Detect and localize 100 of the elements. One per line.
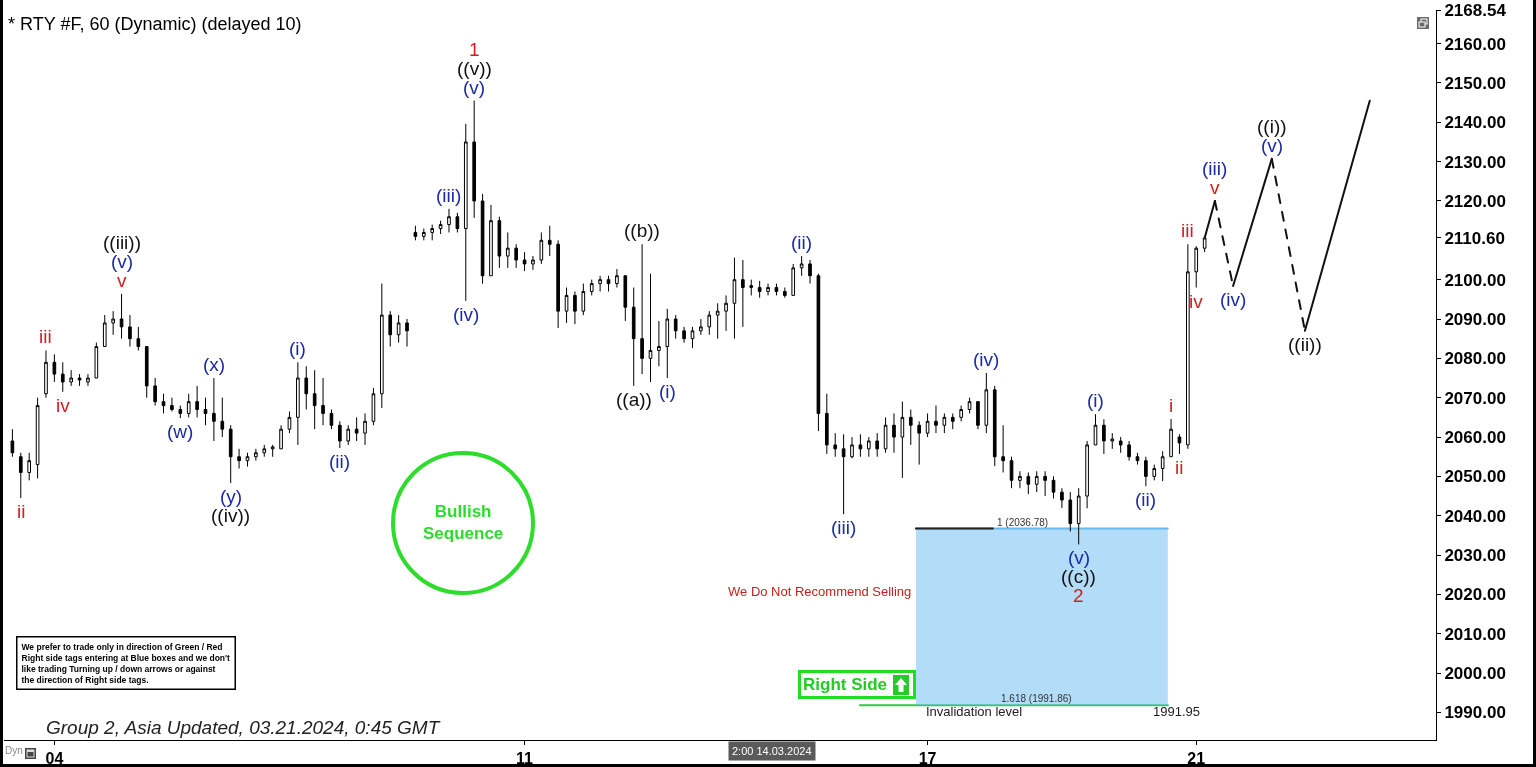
candlestick [648,273,653,383]
candlestick [237,448,241,470]
candlestick [657,320,661,367]
y-tick-label: 2020.00 [1444,585,1506,605]
candlestick [505,231,510,269]
candlestick [732,257,737,340]
y-tick-label: 2168.54 [1444,0,1507,20]
annotation: (x) [203,354,226,375]
annotation: iii [39,326,52,347]
candlestick [128,314,132,348]
candlestick [421,228,426,241]
y-tick-label: 2000.00 [1444,664,1506,684]
candlestick [144,346,149,399]
candlestick [136,326,141,351]
candlestick [783,287,787,299]
candlestick [430,224,435,241]
candlestick [44,349,48,399]
candlestick [799,255,804,277]
y-tick-label: 2160.00 [1444,34,1506,54]
candlestick [321,377,325,426]
candlestick [522,251,527,272]
candlestick [380,283,384,409]
candlestick [699,318,703,336]
candlestick [77,373,82,387]
candlestick [598,275,602,292]
candlestick [296,361,300,446]
candlestick [1001,424,1005,473]
candlestick [1177,433,1182,455]
candlestick [824,393,829,455]
candlestick [1202,237,1207,253]
candlestick [1018,470,1022,489]
candlestick [346,424,351,446]
candlestick [665,308,670,379]
candlestick [589,279,594,296]
candlestick [682,326,686,344]
candlestick [447,208,451,233]
x-tick-label: 21 [1187,750,1206,767]
candlestick [724,294,728,332]
candlestick [623,275,628,322]
candlestick [27,452,32,481]
candlestick [388,310,393,348]
candlestick [119,293,124,340]
candlestick [992,385,997,467]
candlestick [850,436,854,459]
candlestick [1009,456,1014,489]
annotation: 1.618 (1991.86) [1001,693,1072,704]
candlestick [791,263,796,296]
candlestick [111,310,115,336]
y-tick-label: 2040.00 [1444,506,1506,526]
candlestick [287,410,292,434]
candlestick [741,259,745,328]
candlestick [976,401,980,430]
y-tick-label: 2070.00 [1444,388,1506,408]
candlestick [279,424,283,450]
candlestick [262,444,267,458]
annotation: iii [1181,220,1194,241]
text: 2:00 14.03.2024 [732,745,812,757]
candlestick [245,452,250,468]
annotation: (iv) [973,349,1000,370]
candlestick [489,204,493,277]
annotation: (iii) [831,517,857,538]
candlestick [917,420,921,466]
annotation: (i) [289,338,306,359]
annotation: ((iii)) [103,232,141,253]
candlestick [967,397,972,414]
candlestick [556,239,560,329]
annotation: ((b)) [624,220,660,241]
candlestick [631,287,636,387]
annotation: (y) [220,486,243,507]
candlestick [497,216,502,269]
candlestick [1144,456,1148,487]
candlestick [455,212,460,233]
candlestick [1076,487,1081,545]
candlestick [547,225,552,257]
annotation: iv [1189,291,1204,312]
annotation: Invalidation level [926,704,1023,719]
y-tick-label: 2090.00 [1444,309,1506,329]
candlestick [354,416,359,442]
candlestick [18,452,23,499]
candlestick [413,225,418,241]
y-tick-label: 2110.60 [1444,228,1505,248]
candlestick [186,393,191,418]
annotation: (i) [659,381,676,402]
candlestick [270,444,275,458]
candlestick [757,280,762,299]
candlestick [329,409,334,430]
y-tick-label: 1990.00 [1444,703,1506,723]
annotation: v [117,270,127,291]
candlestick [1085,440,1089,509]
candlestick [371,387,376,426]
candlestick [531,255,535,271]
candlestick [405,318,409,348]
candlestick [338,420,342,449]
candlestick [715,302,720,340]
candlestick [925,412,930,438]
annotation: Bullish Sequence [423,502,504,544]
annotation: (iii) [436,185,462,206]
annotation: (iii) [1202,158,1228,179]
y-tick-label: 2120.00 [1444,191,1506,211]
candlestick [984,372,989,434]
